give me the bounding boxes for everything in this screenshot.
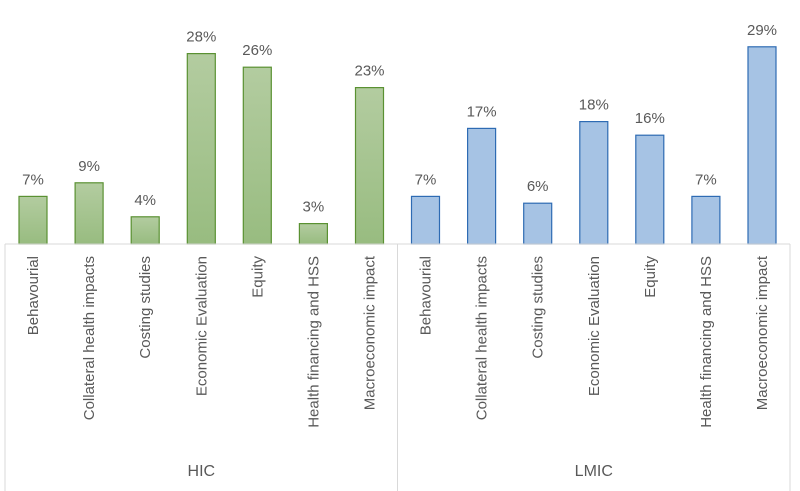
bar-hic-equity <box>242 66 272 245</box>
value-label-lmic-macroeconomic-impact: 29% <box>747 22 777 39</box>
category-label-hic-equity: Equity <box>249 256 266 298</box>
category-label-lmic-costing-studies: Costing studies <box>530 256 547 359</box>
bar-lmic-equity <box>635 134 665 245</box>
bar-lmic-behavourial <box>410 195 441 245</box>
bar-hic-behavourial <box>18 195 48 245</box>
value-label-hic-costing-studies: 4% <box>134 192 156 209</box>
value-label-hic-macroeconomic-impact: 23% <box>354 63 384 80</box>
bar-hic-economic-evaluation <box>186 52 216 245</box>
bars-layer <box>18 46 777 245</box>
value-label-hic-collateral-health-impacts: 9% <box>78 158 100 175</box>
category-label-hic-collateral-health-impacts: Collateral health impacts <box>81 256 98 420</box>
axis-layer: Behavourial Collateral health impacts Cost… <box>4 243 791 491</box>
group-label-hic: HIC <box>188 463 216 480</box>
value-label-lmic-costing-studies: 6% <box>527 178 549 195</box>
category-label-lmic-equity: Equity <box>642 256 659 298</box>
category-label-hic-macroeconomic-impact: Macroeconomic impact <box>362 255 379 410</box>
category-label-hic-economic-evaluation: Economic Evaluation <box>193 256 210 396</box>
category-label-lmic-behavourial: Behavourial <box>418 256 435 335</box>
bar-hic-macroeconomic-impact <box>354 86 385 245</box>
bar-lmic-macroeconomic-impact <box>747 46 777 245</box>
category-label-lmic-health-financing-and-hss: Health financing and HSS <box>698 256 715 428</box>
value-label-lmic-health-financing-and-hss: 7% <box>695 171 717 188</box>
value-label-lmic-behavourial: 7% <box>415 171 437 188</box>
value-label-hic-economic-evaluation: 28% <box>186 29 216 46</box>
value-label-lmic-economic-evaluation: 18% <box>579 97 609 114</box>
group-label-lmic: LMIC <box>575 463 613 480</box>
value-label-hic-health-financing-and-hss: 3% <box>303 199 325 216</box>
value-label-lmic-equity: 16% <box>635 110 665 127</box>
value-labels-layer: 7% 9% 4% 28% 26% 3% 23% 7% 17% 6% 18% 16% 7% 29% <box>22 22 777 216</box>
category-label-hic-costing-studies: Costing studies <box>137 256 154 359</box>
category-label-hic-behavourial: Behavourial <box>25 256 42 335</box>
category-label-lmic-collateral-health-impacts: Collateral health impacts <box>474 256 491 420</box>
bar-hic-collateral-health-impacts <box>74 182 104 245</box>
bar-hic-costing-studies <box>130 216 160 245</box>
value-label-hic-equity: 26% <box>242 42 272 59</box>
category-label-lmic-economic-evaluation: Economic Evaluation <box>586 256 603 396</box>
bar-lmic-economic-evaluation <box>579 120 609 245</box>
bar-lmic-health-financing-and-hss <box>691 195 721 245</box>
category-label-lmic-macroeconomic-impact: Macroeconomic impact <box>754 255 771 410</box>
value-label-hic-behavourial: 7% <box>22 171 44 188</box>
bar-lmic-costing-studies <box>523 202 553 245</box>
category-label-hic-health-financing-and-hss: Health financing and HSS <box>305 256 322 428</box>
bar-hic-health-financing-and-hss <box>298 223 328 245</box>
value-label-lmic-collateral-health-impacts: 17% <box>467 103 497 120</box>
bar-lmic-collateral-health-impacts <box>467 127 497 245</box>
